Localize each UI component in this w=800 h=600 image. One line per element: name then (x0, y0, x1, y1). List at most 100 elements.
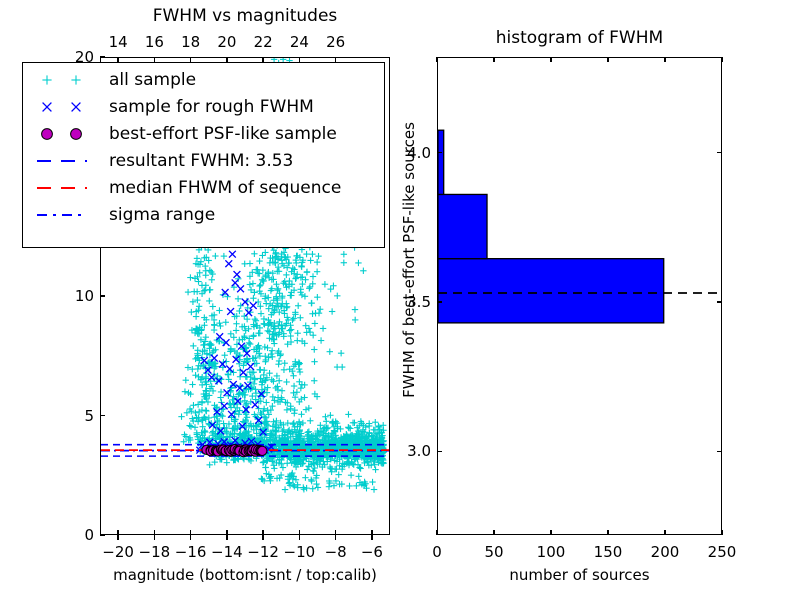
plus-marker (337, 425, 344, 433)
cross-marker (243, 349, 251, 358)
plus-marker (286, 365, 293, 373)
plus-marker (309, 332, 317, 339)
plus-marker (285, 283, 293, 290)
plus-marker (222, 428, 230, 435)
plus-marker (252, 389, 260, 397)
plus-marker (336, 462, 343, 469)
plus-marker (356, 464, 363, 471)
legend-row-cross-marker[interactable]: sample for rough FWHM (23, 93, 384, 120)
plus-marker (282, 399, 289, 406)
plus-marker (285, 442, 292, 450)
cross-marker (235, 384, 244, 392)
x-tick-bottom-outer (153, 535, 156, 540)
plus-marker (225, 371, 232, 378)
plus-marker (249, 392, 256, 400)
legend-label: sigma range (109, 204, 216, 225)
plus-marker (332, 451, 339, 459)
plus-marker (283, 378, 290, 386)
plus-marker (306, 285, 313, 292)
histogram-x-tick (550, 530, 552, 535)
plus-marker (201, 338, 209, 345)
plus-marker (225, 420, 233, 428)
legend-marker-sample (23, 174, 109, 201)
plus-marker (261, 438, 268, 445)
plus-marker (216, 307, 223, 314)
plus-marker (228, 384, 235, 391)
plus-marker (355, 473, 362, 480)
plus-marker (289, 316, 296, 324)
plus-marker (294, 302, 302, 309)
plus-marker (217, 322, 224, 330)
legend-row-dashed-line[interactable]: median FHWM of sequence (23, 174, 384, 201)
plus-marker (298, 263, 305, 271)
plus-marker (257, 290, 265, 298)
plus-marker (280, 307, 288, 314)
plus-marker (338, 480, 345, 488)
plus-marker (355, 259, 362, 267)
plus-marker (184, 364, 192, 371)
plus-marker (297, 437, 304, 444)
plus-marker (236, 373, 244, 380)
plus-marker (278, 302, 285, 310)
histogram-y-tick-label: 3.5 (407, 292, 431, 311)
plus-marker (358, 435, 365, 443)
circle-marker (257, 445, 268, 456)
plus-marker (366, 429, 373, 436)
plus-marker (292, 476, 300, 483)
plus-marker (333, 435, 340, 443)
dashdot-line (37, 214, 87, 216)
plus-marker (250, 295, 257, 302)
plus-marker (198, 406, 206, 414)
plus-marker (198, 282, 206, 289)
histogram-axes[interactable] (437, 57, 722, 535)
x-tick-top (189, 57, 192, 62)
legend-marker-sample (23, 66, 109, 93)
plus-marker (352, 438, 360, 445)
cross-marker (257, 390, 266, 398)
x-tick-label-bottom: −12 (247, 543, 279, 561)
plus-marker (203, 254, 210, 261)
legend-label: best-effort PSF-like sample (109, 123, 337, 144)
plus-marker (194, 330, 201, 337)
plus-marker (305, 404, 313, 412)
plus-marker (270, 246, 277, 254)
cross-marker (233, 270, 241, 279)
legend-row-circle-marker[interactable]: best-effort PSF-like sample (23, 120, 384, 147)
plus-marker (257, 303, 264, 310)
histogram-bar (438, 193, 488, 260)
plus-marker (265, 354, 272, 361)
plus-marker (307, 417, 314, 424)
cross-marker (71, 102, 81, 112)
plus-marker (330, 430, 337, 437)
cross-marker (239, 368, 248, 377)
plus-marker (248, 423, 255, 430)
plus-marker (197, 258, 205, 265)
legend-row-dashdot-line[interactable]: sigma range (23, 201, 384, 228)
plus-marker (350, 461, 357, 468)
x-tick-bottom-outer (334, 535, 337, 540)
legend-row-dashed-line[interactable]: resultant FWHM: 3.53 (23, 147, 384, 174)
plus-marker (325, 450, 333, 457)
plus-marker (193, 431, 201, 438)
plus-marker (295, 365, 303, 373)
plus-marker (284, 429, 291, 436)
x-tick-bottom (189, 530, 192, 535)
plus-marker (283, 303, 291, 310)
plus-marker (202, 333, 210, 341)
legend-row-plus-marker[interactable]: all sample (23, 66, 384, 93)
plus-marker (206, 345, 213, 352)
plus-marker (299, 280, 306, 288)
dashed-line (37, 160, 87, 162)
plus-marker (290, 287, 298, 294)
plus-marker (217, 388, 225, 396)
plus-marker (275, 361, 282, 368)
plus-marker (188, 408, 195, 415)
plus-marker (246, 335, 253, 342)
plus-marker (297, 460, 304, 468)
plot-legend[interactable]: all sample sample for rough FWHM best-effo… (22, 62, 385, 248)
plus-marker (287, 456, 294, 463)
plus-marker (263, 300, 270, 307)
plus-marker (282, 434, 289, 442)
plus-marker (262, 358, 269, 365)
plus-marker (268, 347, 276, 354)
